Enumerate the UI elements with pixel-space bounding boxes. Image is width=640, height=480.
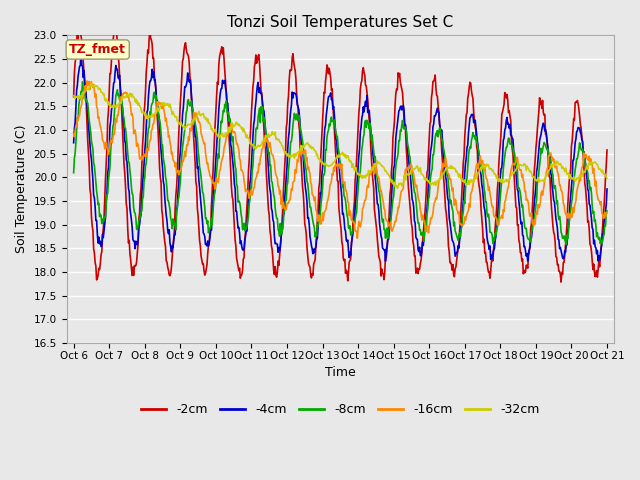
Y-axis label: Soil Temperature (C): Soil Temperature (C) [15, 125, 28, 253]
Title: Tonzi Soil Temperatures Set C: Tonzi Soil Temperatures Set C [227, 15, 454, 30]
Legend: -2cm, -4cm, -8cm, -16cm, -32cm: -2cm, -4cm, -8cm, -16cm, -32cm [136, 398, 545, 421]
Text: TZ_fmet: TZ_fmet [69, 43, 126, 56]
X-axis label: Time: Time [325, 366, 356, 379]
